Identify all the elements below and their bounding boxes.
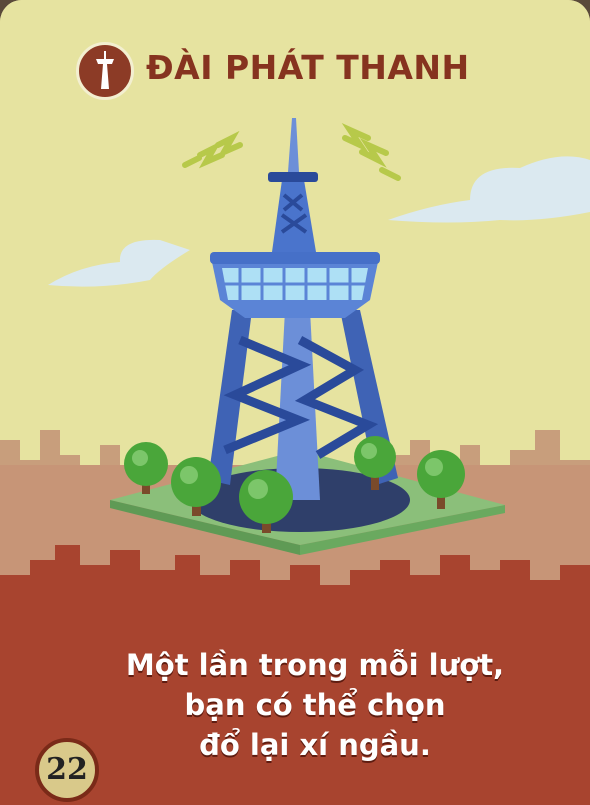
tree-3 [239, 470, 293, 533]
ability-line-3: đổ lại xí ngầu. [199, 728, 431, 762]
card-title: ĐÀI PHÁT THANH [146, 48, 470, 87]
cost-badge: 22 [35, 738, 99, 802]
tree-4 [354, 436, 396, 490]
tree-2 [171, 457, 221, 516]
radio-tower-icon [76, 42, 134, 100]
ability-line-2: bạn có thể chọn [184, 688, 446, 722]
upper-mast [272, 180, 316, 252]
ability-line-1: Một lần trong mỗi lượt, [125, 648, 505, 682]
antenna [288, 118, 299, 172]
cloud-right [388, 156, 590, 223]
signal-left [182, 130, 243, 169]
tree-1 [124, 442, 168, 494]
tree-5 [417, 450, 465, 509]
cloud-left [48, 239, 190, 287]
signal-right [341, 123, 401, 181]
near-city [0, 545, 590, 805]
card-ability-text: Một lần trong mỗi lượt, bạn có thể chọn … [80, 645, 550, 765]
